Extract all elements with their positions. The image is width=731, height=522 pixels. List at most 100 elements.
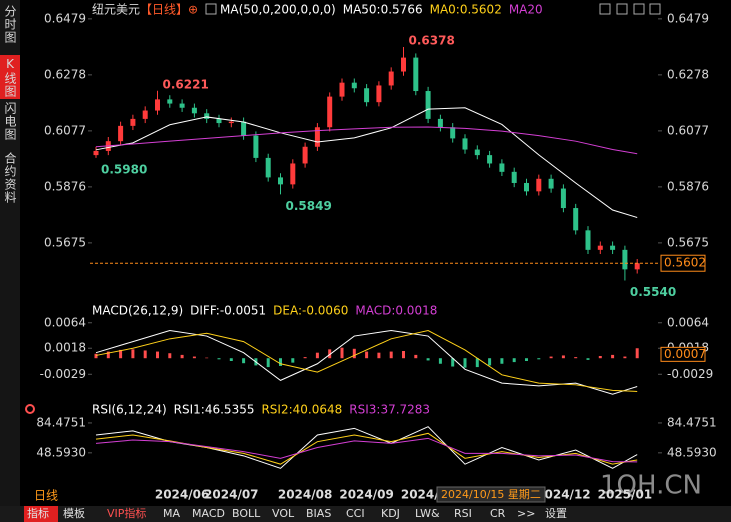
period-label: 日线 (34, 489, 58, 503)
candle-body (93, 150, 99, 156)
toolbar-item[interactable]: KDJ (381, 507, 400, 520)
candle-body (314, 127, 320, 147)
y-tick-label: 0.5675 (44, 235, 86, 249)
y-tick-label: 84.4751 (667, 415, 717, 429)
toolbar-item[interactable]: >> (517, 507, 535, 520)
sidebar-tab[interactable]: K线图 (3, 57, 17, 98)
toolbar-item[interactable]: 模板 (63, 506, 85, 520)
candle-body (278, 177, 283, 185)
sidebar-active (0, 55, 20, 99)
candle-body (228, 121, 234, 124)
candle-body (560, 188, 566, 209)
candle-body (155, 99, 160, 111)
candle-body (450, 127, 456, 139)
candle-body (524, 182, 529, 192)
legend-item: RSI(6,12,24) (92, 403, 167, 417)
extreme-label: 0.5980 (101, 162, 147, 176)
y-tick-label: 0.0064 (667, 315, 709, 329)
price-label: 0.5602 (664, 256, 706, 270)
watermark: 1QH.CN (600, 471, 702, 501)
sidebar-tab[interactable]: 合约资料 (3, 151, 17, 204)
icon[interactable] (599, 3, 611, 15)
indicator-line (95, 126, 638, 155)
toolbar-active (24, 506, 58, 522)
candle-body (290, 163, 296, 185)
candle-body (142, 110, 148, 119)
legend-item: MA20 (509, 3, 543, 17)
candle-body (351, 82, 357, 89)
indicator-line (95, 329, 638, 392)
candle-body (167, 99, 173, 104)
candle-body (339, 82, 345, 97)
y-tick-label: 0.6479 (667, 11, 709, 25)
toolbar-item[interactable]: BOLL (232, 507, 261, 520)
toolbar-item[interactable]: 指标 (27, 506, 49, 520)
candle-body (401, 57, 406, 72)
x-tick-label: 2024/06 (155, 488, 209, 502)
candle-body (536, 178, 542, 192)
candle-body (548, 178, 554, 189)
candle-body (241, 121, 247, 136)
indicator-line (95, 437, 638, 463)
candle-body (437, 118, 443, 128)
candle-body (413, 57, 419, 92)
x-tick-label: 2024/07 (204, 488, 258, 502)
candle-body (487, 155, 493, 164)
panel-icon[interactable] (25, 404, 35, 414)
legend-item: RSI3:37.7283 (349, 403, 430, 417)
candle-body (622, 249, 628, 270)
y-tick-label: 84.4751 (36, 415, 86, 429)
toolbar-item[interactable]: CCI (346, 507, 365, 520)
legend-item: RSI1:46.5355 (174, 403, 255, 417)
icon[interactable] (616, 3, 628, 15)
candle-body (130, 118, 136, 126)
toolbar-item[interactable]: 设置 (545, 507, 567, 520)
price-box (660, 254, 706, 272)
extreme-label: 0.6221 (163, 77, 209, 91)
icon[interactable] (633, 3, 645, 15)
settings-icon[interactable] (205, 3, 217, 15)
legend-item: RSI2:40.0648 (261, 403, 342, 417)
candle-body (499, 163, 505, 172)
y-tick-label: 48.5930 (667, 445, 717, 459)
candle-body (179, 103, 185, 108)
add-icon[interactable]: ⊕ (188, 3, 198, 17)
toolbar-item[interactable]: BIAS (306, 507, 331, 520)
candle-body (474, 149, 480, 156)
toolbar-item[interactable]: CR (490, 507, 506, 520)
x-tick-label: 2025/01 (598, 488, 652, 502)
y-tick-label: 0.0064 (44, 315, 86, 329)
toolbar-item[interactable]: VOL (272, 507, 295, 520)
toolbar-item[interactable]: LW& (415, 507, 440, 520)
toolbar-item[interactable]: VIP指标 (107, 506, 146, 520)
candle-body (216, 118, 222, 124)
toolbar-item[interactable]: MACD (192, 507, 225, 520)
toolbar-item[interactable]: RSI (454, 507, 472, 520)
candle-body (118, 125, 124, 142)
candle-body (253, 135, 259, 158)
y-tick-label: 0.5675 (667, 235, 709, 249)
icon[interactable] (649, 3, 661, 15)
legend-item: MA0:0.5602 (430, 3, 502, 17)
candle-body (327, 96, 333, 128)
indicator-line (95, 107, 638, 219)
sidebar-tab[interactable]: 分时图 (3, 5, 17, 44)
tooltip-box (436, 486, 546, 503)
y-tick-label: 0.0018 (44, 341, 86, 355)
x-tick-label: 2024/12 (536, 488, 590, 502)
candle-body (511, 171, 517, 183)
period: 【日线】 (140, 3, 188, 17)
sidebar-tab[interactable]: 闪电图 (3, 102, 17, 141)
y-tick-label: -0.0029 (40, 367, 86, 381)
toolbar-item[interactable]: MA (163, 507, 180, 520)
y-tick-label: 0.6479 (44, 11, 86, 25)
candle-body (265, 157, 271, 178)
y-tick-label: 0.5876 (667, 179, 709, 193)
legend-item: DEA:-0.0060 (273, 304, 348, 318)
y-tick-label: 0.5876 (44, 179, 86, 193)
y-tick-label: -0.0029 (667, 367, 713, 381)
y-tick-label: 0.6077 (44, 123, 86, 137)
candle-body (597, 245, 603, 250)
